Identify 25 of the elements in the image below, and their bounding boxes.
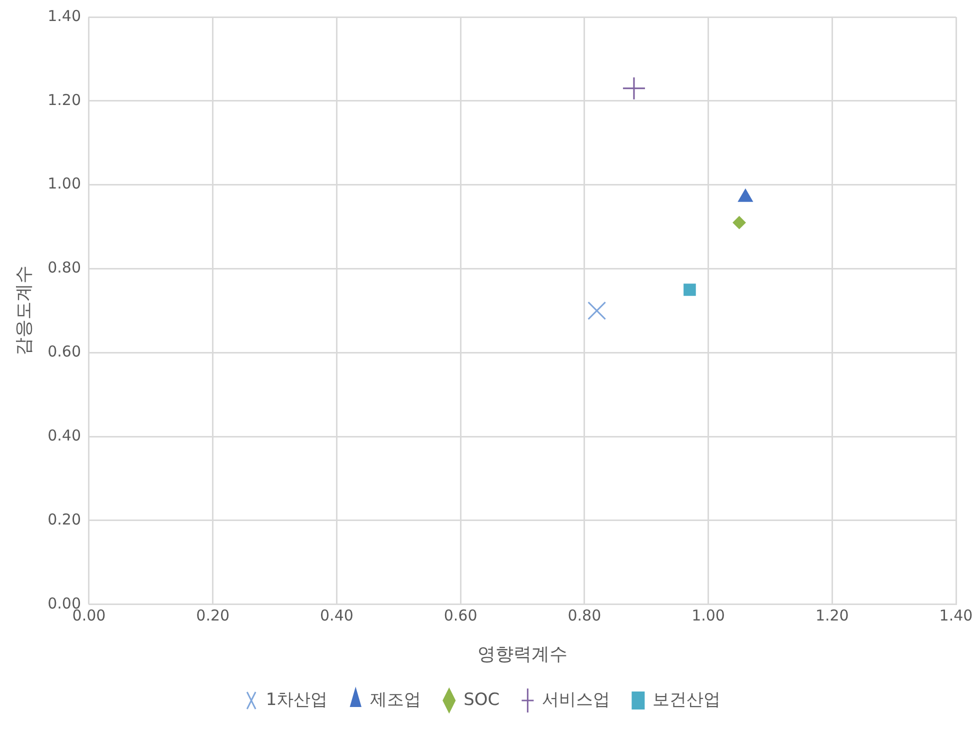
legend-label: 보건산업 xyxy=(652,690,721,710)
x-tick-label: 1.40 xyxy=(939,606,973,624)
legend-label: 서비스업 xyxy=(542,690,610,710)
point xyxy=(732,216,746,230)
y-tick-label: 0.80 xyxy=(48,258,81,277)
legend-label: 1차산업 xyxy=(266,690,328,710)
point xyxy=(622,77,645,100)
y-tick-label: 0.40 xyxy=(48,426,81,444)
y-tick-label: 1.00 xyxy=(48,174,81,193)
point xyxy=(588,301,606,320)
x-tick-label: 1.00 xyxy=(692,606,725,624)
y-tick-label: 0.20 xyxy=(48,510,81,528)
x-tick-label: 0.40 xyxy=(320,606,354,624)
x-axis-title: 영향력계수 xyxy=(478,644,568,665)
x-tick-label: 0.60 xyxy=(444,606,478,624)
legend-label: SOC xyxy=(464,690,500,710)
x-tick-label: 0.20 xyxy=(196,606,230,624)
y-tick-label: 1.20 xyxy=(48,90,81,109)
y-tick-label: 0.60 xyxy=(48,342,81,361)
x-tick-label: 0.80 xyxy=(568,606,602,624)
x-tick-label: 1.20 xyxy=(815,606,849,624)
legend-label: 제조업 xyxy=(370,690,422,710)
y-axis-title: 감응도계수 xyxy=(13,266,34,356)
point xyxy=(684,284,696,296)
y-tick-label: 1.40 xyxy=(48,6,81,25)
